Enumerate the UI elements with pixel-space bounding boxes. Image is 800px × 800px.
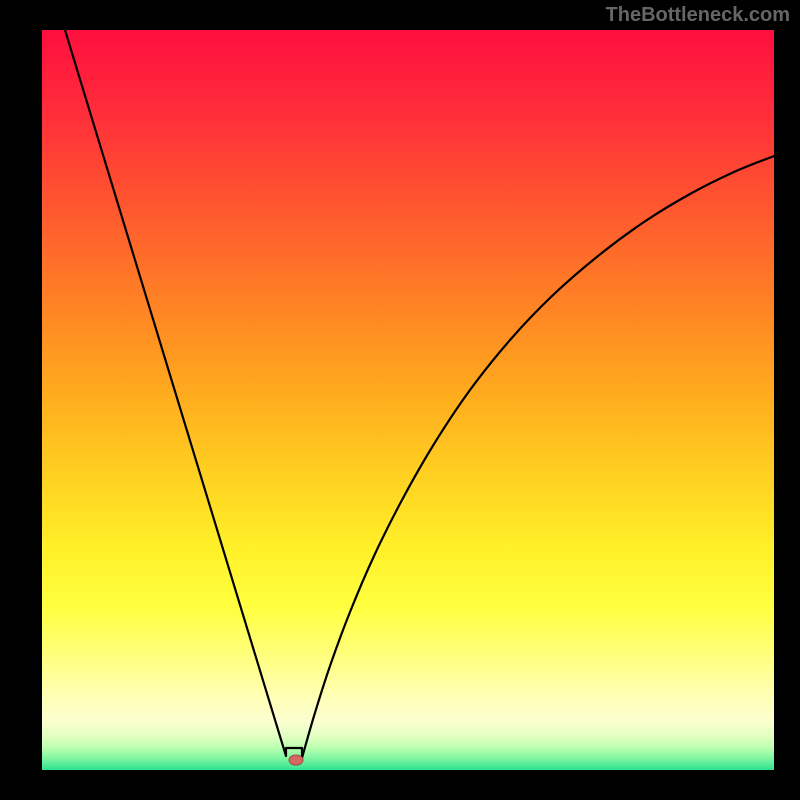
optimal-point-marker <box>289 755 303 765</box>
plot-background <box>42 30 774 770</box>
bottleneck-chart <box>0 0 800 800</box>
watermark-text: TheBottleneck.com <box>606 4 790 27</box>
chart-container: TheBottleneck.com <box>0 0 800 800</box>
